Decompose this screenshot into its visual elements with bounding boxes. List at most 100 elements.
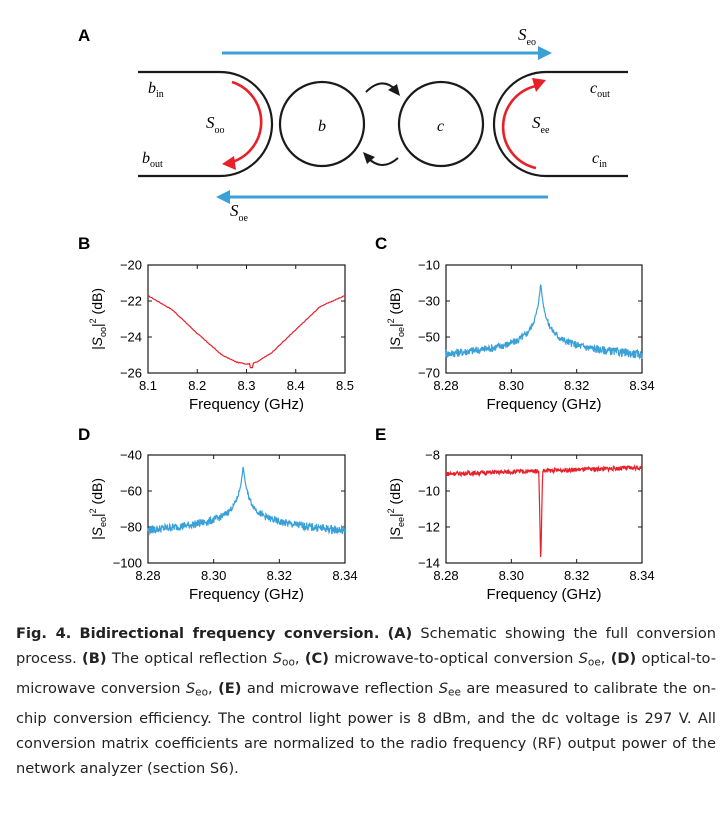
y-tick-label: −26 [120, 366, 142, 381]
panel-a-schematic: A b c bin bout cout cin Soo See Seo Soe [78, 25, 628, 224]
caption-sym-s-oo: Soo [272, 650, 295, 669]
plot-frame [147, 264, 346, 374]
b-out-label: bout [142, 150, 163, 170]
x-tick-label: 8.2 [188, 378, 206, 393]
y-axis-label: |Soe|2 (dB) [386, 288, 406, 350]
coupling-arrowhead-top [388, 84, 400, 96]
y-axis-label: |Seo|2 (dB) [88, 478, 108, 540]
x-tick-label: 8.28 [433, 568, 458, 583]
chart-c-s-oe: 8.28 8.30 8.32 8.34 −10 −30 −50 −70 Frequency (G… [386, 258, 655, 414]
caption-label-e: (E) [218, 680, 242, 698]
s-oe-arrowhead [216, 190, 230, 204]
x-tick-label: 8.4 [287, 378, 305, 393]
x-tick-label: 8.32 [267, 568, 292, 583]
y-tick-label: −24 [120, 330, 142, 345]
x-tick-label: 8.34 [332, 568, 357, 583]
resonator-b-label: b [318, 118, 326, 135]
x-axis-label: Frequency (GHz) [189, 586, 304, 603]
resonator-c-label: c [437, 118, 444, 135]
x-tick-label: 8.30 [499, 568, 524, 583]
caption-label-a: (A) [387, 625, 413, 642]
series-line [147, 466, 346, 536]
coupling-arrowhead-bottom [363, 152, 375, 164]
y-tick-label: −12 [418, 520, 440, 535]
y-tick-label: −50 [418, 330, 440, 345]
x-axis-label: Frequency (GHz) [189, 396, 304, 413]
x-tick-label: 8.30 [499, 378, 524, 393]
b-in-label: bin [148, 80, 164, 100]
caption-fig-number: Fig. 4. [16, 625, 72, 642]
x-tick-label: 8.34 [629, 568, 654, 583]
y-tick-label: −80 [120, 520, 142, 535]
caption-text-d: optical-to-microwave conversion [16, 650, 717, 698]
y-tick-label: −30 [418, 294, 440, 309]
right-waveguide [492, 70, 628, 178]
x-tick-label: 8.3 [237, 378, 255, 393]
y-tick-label: −70 [418, 366, 440, 381]
chart-b-s-oo: 8.1 8.2 8.3 8.4 8.5 −20 −22 −24 −26 Frequency (GH… [88, 258, 354, 414]
series-line [445, 463, 643, 558]
y-tick-label: −10 [418, 484, 440, 499]
caption-text-a: Schematic showing the full conversion pr… [16, 625, 716, 668]
y-axis-label: |See|2 (dB) [386, 478, 406, 540]
s-ee-arrowhead [532, 78, 546, 92]
caption-tail: are measured to calibrate the on-chip co… [16, 680, 717, 778]
s-oo-arrowhead [222, 156, 236, 170]
series-line [445, 284, 643, 360]
s-oe-label: Soe [230, 201, 249, 224]
caption-text-c: microwave-to-optical conversion [328, 650, 579, 668]
s-ee-arrow [501, 84, 537, 170]
plot-frame [147, 454, 346, 564]
s-oo-label: Soo [206, 113, 225, 136]
caption-title: Bidirectional frequency conversion. [79, 625, 380, 642]
y-tick-label: −60 [120, 484, 142, 499]
y-tick-label: −10 [418, 258, 440, 273]
x-axis-label: Frequency (GHz) [486, 396, 601, 413]
s-oo-arrow [231, 80, 263, 164]
panel-c-letter: C [375, 234, 387, 253]
y-tick-label: −22 [120, 294, 142, 309]
x-tick-label: 8.30 [201, 568, 226, 583]
resonator-c [397, 80, 485, 168]
plot-frame [445, 454, 643, 564]
x-tick-label: 8.34 [629, 378, 654, 393]
caption-text-e: and microwave reflection [241, 680, 439, 698]
y-tick-label: −100 [113, 556, 142, 571]
caption-label-b: (B) [82, 650, 107, 668]
s-ee-label: See [532, 113, 550, 136]
caption-text-b: The optical reflection [106, 650, 273, 668]
series-line [147, 294, 346, 369]
caption-sym-s-eo: Seo [185, 680, 209, 699]
chart-e-s-ee: 8.28 8.30 8.32 8.34 −8 −10 −12 −14 Frequency (GH… [386, 448, 655, 604]
y-tick-label: −8 [425, 448, 440, 463]
resonator-b [278, 80, 366, 168]
y-tick-label: −20 [120, 258, 142, 273]
figure-caption: Fig. 4. Bidirectional frequency conversi… [16, 625, 717, 778]
c-in-label: cin [592, 150, 607, 170]
x-tick-label: 8.32 [564, 568, 589, 583]
x-tick-label: 8.1 [139, 378, 157, 393]
s-eo-label: Seo [518, 25, 536, 48]
panel-b-letter: B [78, 234, 90, 253]
s-eo-arrowhead [538, 46, 552, 60]
caption-sym-s-ee: See [438, 680, 461, 699]
caption-label-c: (C) [304, 650, 329, 668]
x-tick-label: 8.28 [433, 378, 458, 393]
y-tick-label: −40 [120, 448, 142, 463]
caption-sym-s-oe: Soe [578, 650, 601, 669]
figure-4: A b c bin bout cout cin Soo See Seo Soe [78, 25, 655, 604]
panel-d-letter: D [78, 425, 90, 444]
left-waveguide [138, 70, 274, 178]
chart-d-s-eo: 8.28 8.30 8.32 8.34 −40 −60 −80 −100 Frequency (… [88, 448, 358, 604]
plot-frame [445, 264, 643, 374]
x-tick-label: 8.5 [336, 378, 354, 393]
x-tick-label: 8.28 [135, 568, 160, 583]
y-axis-label: |Soo|2 (dB) [88, 288, 108, 350]
x-axis-label: Frequency (GHz) [486, 586, 601, 603]
y-tick-label: −14 [418, 556, 440, 571]
caption-label-d: (D) [610, 650, 637, 668]
panel-e-letter: E [375, 425, 386, 444]
c-out-label: cout [590, 80, 610, 100]
x-tick-label: 8.32 [564, 378, 589, 393]
panel-a-letter: A [78, 26, 90, 45]
